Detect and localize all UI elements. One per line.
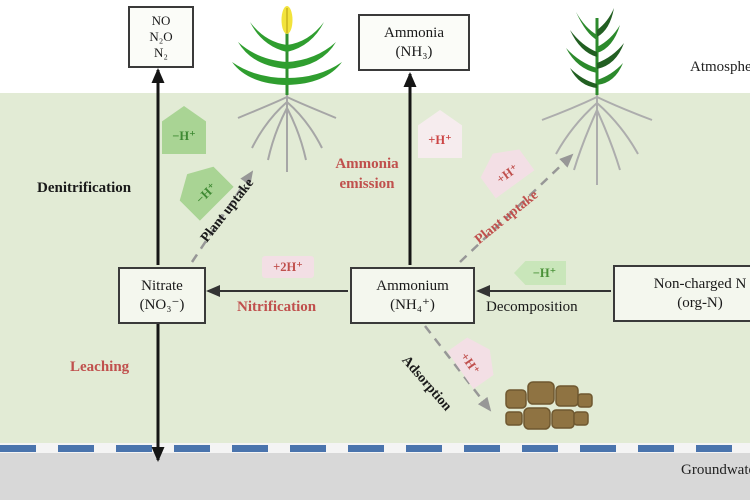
nitrate-name: Nitrate [141, 277, 183, 294]
organic-n-name: Non-charged N [653, 275, 747, 292]
water-table-dashed-line [0, 445, 750, 452]
plant-uptake-nitrate-arrow [190, 170, 254, 263]
corn-roots [237, 95, 337, 172]
nitrate-formula: (NO₃⁻) [139, 296, 185, 313]
grass-leaves [566, 8, 624, 88]
gas-line: N₂O [149, 28, 173, 44]
adsorption-arrow [424, 325, 492, 412]
organic-n-formula: (org-N) [677, 294, 723, 311]
ammonia-name: Ammonia [384, 24, 444, 41]
ammonia-formula: (NH₃) [395, 43, 433, 60]
corn-leaves [232, 22, 342, 85]
plant-uptake-ammonium-arrow [459, 153, 574, 263]
atmosphere-label: Atmosphere [690, 59, 750, 75]
ammonium-name: Ammonium [376, 277, 449, 294]
organic-n-box: Non-charged N (org-N) [613, 265, 750, 322]
corn-plant-illustration [232, 6, 342, 172]
ammonia-emission-label: Ammonia emission [320, 154, 414, 195]
gas-products-box: NO N₂O N₂ [128, 6, 194, 68]
ammonium-formula: (NH₄⁺) [390, 296, 435, 313]
groundwater-label: Groundwater [681, 462, 750, 478]
denitrification-label: Denitrification [37, 180, 132, 196]
ammonia-emission-line2: emission [339, 176, 395, 193]
minus-h-tag-decomposition: −H⁺ [514, 261, 566, 285]
ammonia-box: Ammonia (NH₃) [358, 14, 470, 71]
gas-line: NO [151, 12, 171, 28]
grass-plant-illustration [541, 8, 653, 185]
grass-roots [541, 95, 653, 185]
gas-line: N₂ [154, 45, 168, 61]
ammonium-box: Ammonium (NH₄⁺) [350, 267, 475, 324]
nitrate-box: Nitrate (NO₃⁻) [118, 267, 206, 324]
plus-2h-tag-nitrification: +2H⁺ [262, 256, 314, 278]
decomposition-label: Decomposition [486, 299, 578, 315]
groundwater-zone [0, 453, 750, 500]
ammonia-emission-line1: Ammonia [335, 156, 399, 172]
leaching-label: Leaching [70, 359, 130, 375]
nitrification-label: Nitrification [237, 299, 317, 315]
soil-particles [505, 381, 593, 430]
